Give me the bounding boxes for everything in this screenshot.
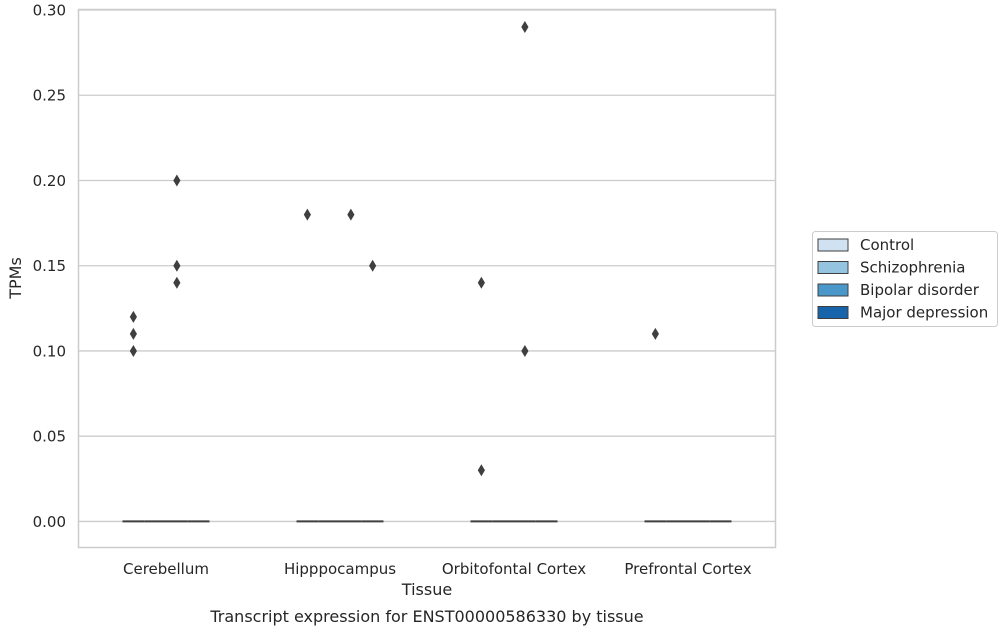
y-tick-label: 0.30 — [33, 2, 66, 20]
x-tick-label: Orbitofontal Cortex — [442, 560, 586, 578]
legend-swatch — [817, 283, 849, 297]
legend-label: Control — [860, 236, 914, 254]
x-tick-label: Prefrontal Cortex — [624, 560, 751, 578]
y-tick-label: 0.00 — [33, 513, 66, 531]
y-tick-label: 0.20 — [33, 172, 66, 190]
y-tick-label: 0.10 — [33, 342, 66, 360]
x-tick-labels: Cerebellum Hipppocampus Orbitofontal Corte… — [123, 560, 752, 578]
y-axis-title: TPMs — [6, 257, 25, 300]
outlier-point — [477, 464, 485, 477]
outlier-point — [347, 208, 355, 221]
plot-frame — [77, 8, 777, 549]
legend-swatch — [817, 261, 849, 274]
outlier-point — [369, 259, 377, 272]
outlier-point — [477, 276, 485, 289]
outlier-point — [173, 174, 181, 187]
outlier-point — [129, 310, 137, 323]
outlier-point — [129, 344, 137, 357]
outlier-point — [651, 327, 659, 340]
outlier-point — [129, 327, 137, 340]
legend: Control Schizophrenia Bipolar disorder Majo… — [812, 231, 998, 327]
figure-caption: Transcript expression for ENST0000058633… — [209, 607, 643, 626]
y-tick-label: 0.15 — [33, 257, 66, 275]
outlier-point — [521, 344, 529, 357]
outlier-points — [129, 21, 659, 477]
outlier-point — [173, 259, 181, 272]
x-tick-label: Hipppocampus — [284, 560, 396, 578]
y-tick-label: 0.05 — [33, 428, 66, 446]
outlier-point — [173, 276, 181, 289]
legend-swatch — [817, 306, 849, 319]
legend-swatch — [817, 238, 849, 252]
outlier-point — [521, 21, 529, 34]
y-tick-label: 0.25 — [33, 87, 66, 105]
x-axis-title: Tissue — [401, 580, 452, 599]
legend-frame — [812, 231, 998, 327]
y-tick-labels: 0.00 0.05 0.10 0.15 0.20 0.25 0.30 — [33, 2, 66, 531]
grid-lines — [79, 9, 775, 523]
legend-label: Major depression — [860, 304, 988, 322]
legend-label: Bipolar disorder — [860, 281, 980, 299]
legend-label: Schizophrenia — [860, 259, 965, 277]
outlier-point — [303, 208, 311, 221]
x-tick-label: Cerebellum — [123, 560, 209, 578]
